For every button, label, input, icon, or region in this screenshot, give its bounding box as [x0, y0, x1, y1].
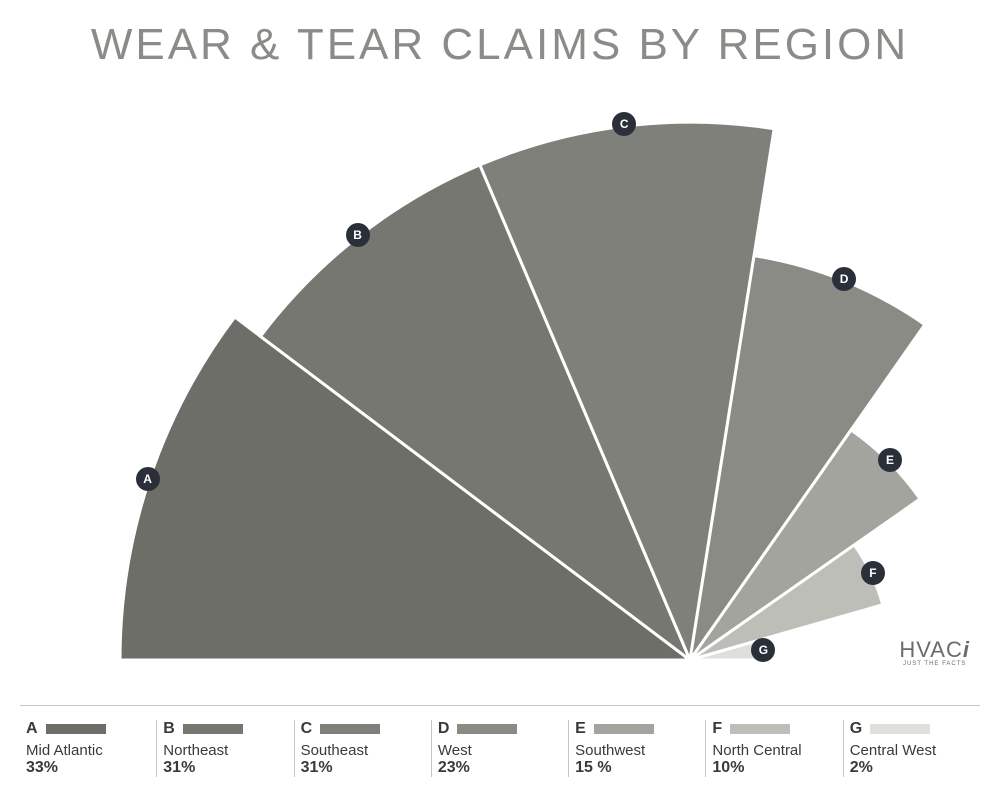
legend-letter: A [26, 720, 38, 738]
legend-pct: 2% [850, 759, 974, 777]
brand-logo: HVACi JUST THE FACTS [899, 637, 970, 667]
fan-chart: A B C D E F G [0, 70, 1000, 660]
page-title: WEAR & TEAR CLAIMS BY REGION [0, 0, 1000, 70]
slice-marker-e: E [878, 448, 902, 472]
legend-item-c: C Southeast 31% [295, 720, 432, 777]
slice-marker-c: C [612, 112, 636, 136]
legend-letter: D [438, 720, 450, 738]
legend-item-b: B Northeast 31% [157, 720, 294, 777]
brand-tagline: JUST THE FACTS [899, 661, 970, 667]
legend-name: Northeast [163, 742, 287, 759]
legend-item-e: E Southwest 15 % [569, 720, 706, 777]
legend-pct: 15 % [575, 759, 699, 777]
legend-name: North Central [712, 742, 836, 759]
legend-swatch [46, 724, 106, 734]
legend-letter: E [575, 720, 586, 738]
legend-swatch [594, 724, 654, 734]
legend-pct: 31% [301, 759, 425, 777]
legend-swatch [730, 724, 790, 734]
legend-name: Southwest [575, 742, 699, 759]
legend-pct: 23% [438, 759, 562, 777]
legend-pct: 31% [163, 759, 287, 777]
legend-letter: C [301, 720, 313, 738]
legend-swatch [320, 724, 380, 734]
legend-item-d: D West 23% [432, 720, 569, 777]
slice-marker-d: D [832, 267, 856, 291]
slice-marker-b: B [346, 223, 370, 247]
legend-name: Mid Atlantic [26, 742, 150, 759]
legend-name: West [438, 742, 562, 759]
legend-item-f: F North Central 10% [706, 720, 843, 777]
legend-swatch [183, 724, 243, 734]
legend-swatch [870, 724, 930, 734]
legend-item-a: A Mid Atlantic 33% [20, 720, 157, 777]
slice-marker-a: A [136, 467, 160, 491]
slice-marker-g: G [751, 638, 775, 662]
legend-letter: B [163, 720, 175, 738]
legend: A Mid Atlantic 33% B Northeast 31% C Sou… [20, 705, 980, 777]
legend-letter: F [712, 720, 722, 738]
legend-pct: 33% [26, 759, 150, 777]
legend-swatch [457, 724, 517, 734]
legend-name: Central West [850, 742, 974, 759]
legend-item-g: G Central West 2% [844, 720, 980, 777]
legend-name: Southeast [301, 742, 425, 759]
slice-marker-f: F [861, 561, 885, 585]
legend-letter: G [850, 720, 862, 738]
legend-pct: 10% [712, 759, 836, 777]
brand-name: HVACi [899, 637, 970, 663]
